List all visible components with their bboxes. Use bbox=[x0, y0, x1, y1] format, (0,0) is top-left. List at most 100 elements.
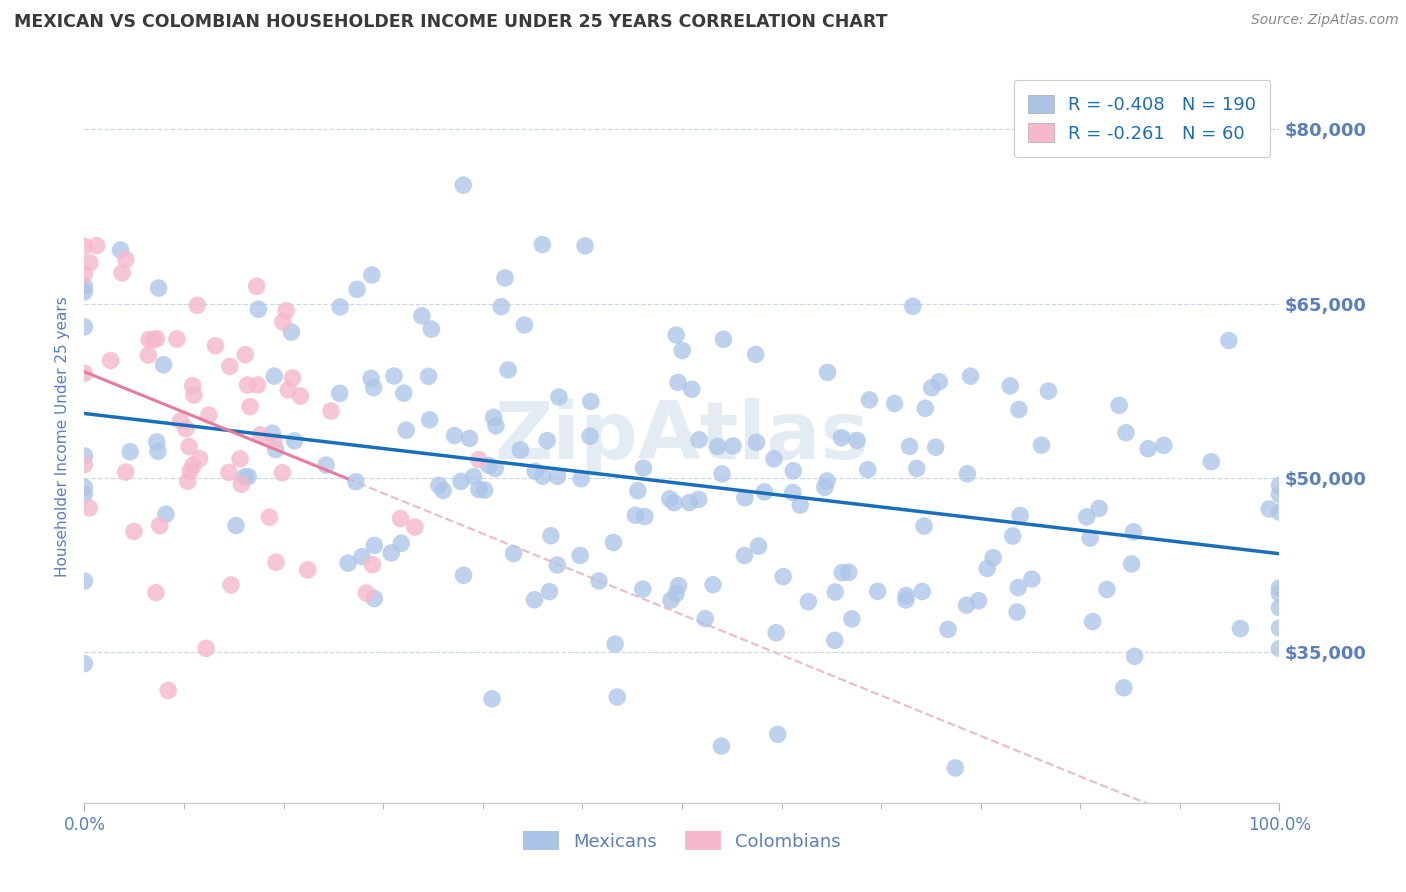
Point bbox=[1081, 615, 1104, 629]
Point bbox=[671, 343, 693, 358]
Point bbox=[432, 483, 454, 498]
Point bbox=[547, 469, 569, 483]
Point bbox=[688, 433, 710, 447]
Legend: Mexicans, Colombians: Mexicans, Colombians bbox=[515, 822, 849, 860]
Point bbox=[959, 369, 981, 384]
Point bbox=[77, 500, 100, 515]
Point bbox=[115, 252, 138, 267]
Point bbox=[145, 332, 167, 346]
Point bbox=[998, 379, 1021, 393]
Point bbox=[177, 475, 200, 489]
Point bbox=[218, 466, 240, 480]
Y-axis label: Householder Income Under 25 years: Householder Income Under 25 years bbox=[55, 297, 70, 577]
Point bbox=[841, 612, 863, 626]
Point bbox=[152, 358, 174, 372]
Point bbox=[734, 491, 756, 505]
Point bbox=[231, 477, 253, 491]
Point bbox=[363, 381, 385, 395]
Point bbox=[363, 538, 385, 552]
Point bbox=[1001, 529, 1024, 543]
Point bbox=[1229, 622, 1251, 636]
Point bbox=[668, 579, 690, 593]
Point bbox=[337, 556, 360, 570]
Point bbox=[896, 589, 918, 603]
Point bbox=[858, 392, 880, 407]
Point bbox=[814, 480, 837, 494]
Point bbox=[233, 348, 256, 362]
Point bbox=[73, 487, 96, 501]
Point bbox=[263, 434, 285, 449]
Point bbox=[148, 281, 170, 295]
Point bbox=[782, 485, 804, 500]
Point bbox=[666, 376, 689, 390]
Point bbox=[86, 238, 108, 252]
Point bbox=[233, 470, 256, 484]
Point bbox=[73, 449, 96, 463]
Point bbox=[236, 469, 259, 483]
Point bbox=[901, 299, 924, 313]
Point bbox=[225, 518, 247, 533]
Point bbox=[363, 591, 385, 606]
Point bbox=[713, 332, 735, 346]
Point bbox=[1268, 505, 1291, 519]
Point bbox=[579, 394, 602, 409]
Point bbox=[239, 400, 262, 414]
Point bbox=[219, 578, 242, 592]
Point bbox=[229, 452, 252, 467]
Point bbox=[491, 300, 513, 314]
Point bbox=[166, 332, 188, 346]
Point bbox=[149, 518, 172, 533]
Point bbox=[1218, 334, 1240, 348]
Point bbox=[838, 566, 860, 580]
Point bbox=[389, 536, 412, 550]
Point bbox=[443, 428, 465, 442]
Point bbox=[356, 586, 378, 600]
Point bbox=[361, 558, 384, 572]
Point bbox=[1258, 502, 1281, 516]
Point bbox=[1031, 438, 1053, 452]
Point bbox=[540, 529, 562, 543]
Point bbox=[538, 584, 561, 599]
Point bbox=[181, 378, 204, 392]
Point bbox=[605, 637, 627, 651]
Point bbox=[754, 484, 776, 499]
Point bbox=[329, 300, 352, 314]
Point bbox=[346, 282, 368, 296]
Point bbox=[246, 378, 269, 392]
Point bbox=[602, 535, 624, 549]
Point bbox=[707, 439, 730, 453]
Point bbox=[1268, 641, 1291, 656]
Point bbox=[924, 440, 946, 454]
Point bbox=[523, 592, 546, 607]
Point bbox=[817, 365, 839, 379]
Point bbox=[509, 442, 531, 457]
Point bbox=[247, 302, 270, 317]
Point bbox=[967, 593, 990, 607]
Point bbox=[453, 568, 475, 582]
Point bbox=[856, 463, 879, 477]
Point bbox=[458, 432, 481, 446]
Point bbox=[382, 369, 405, 384]
Point bbox=[411, 309, 433, 323]
Point bbox=[921, 381, 943, 395]
Point bbox=[179, 464, 201, 478]
Point bbox=[418, 369, 440, 384]
Point bbox=[1153, 438, 1175, 452]
Point bbox=[494, 271, 516, 285]
Point bbox=[569, 549, 592, 563]
Point bbox=[183, 388, 205, 402]
Point bbox=[451, 178, 474, 192]
Point bbox=[138, 348, 160, 362]
Point bbox=[319, 404, 342, 418]
Point bbox=[678, 495, 700, 509]
Point bbox=[524, 464, 547, 478]
Point bbox=[419, 413, 441, 427]
Point bbox=[894, 593, 917, 607]
Point bbox=[955, 598, 977, 612]
Point bbox=[1095, 582, 1118, 597]
Point bbox=[271, 315, 294, 329]
Point bbox=[236, 378, 259, 392]
Point bbox=[420, 322, 443, 336]
Point bbox=[1115, 425, 1137, 440]
Point bbox=[681, 382, 703, 396]
